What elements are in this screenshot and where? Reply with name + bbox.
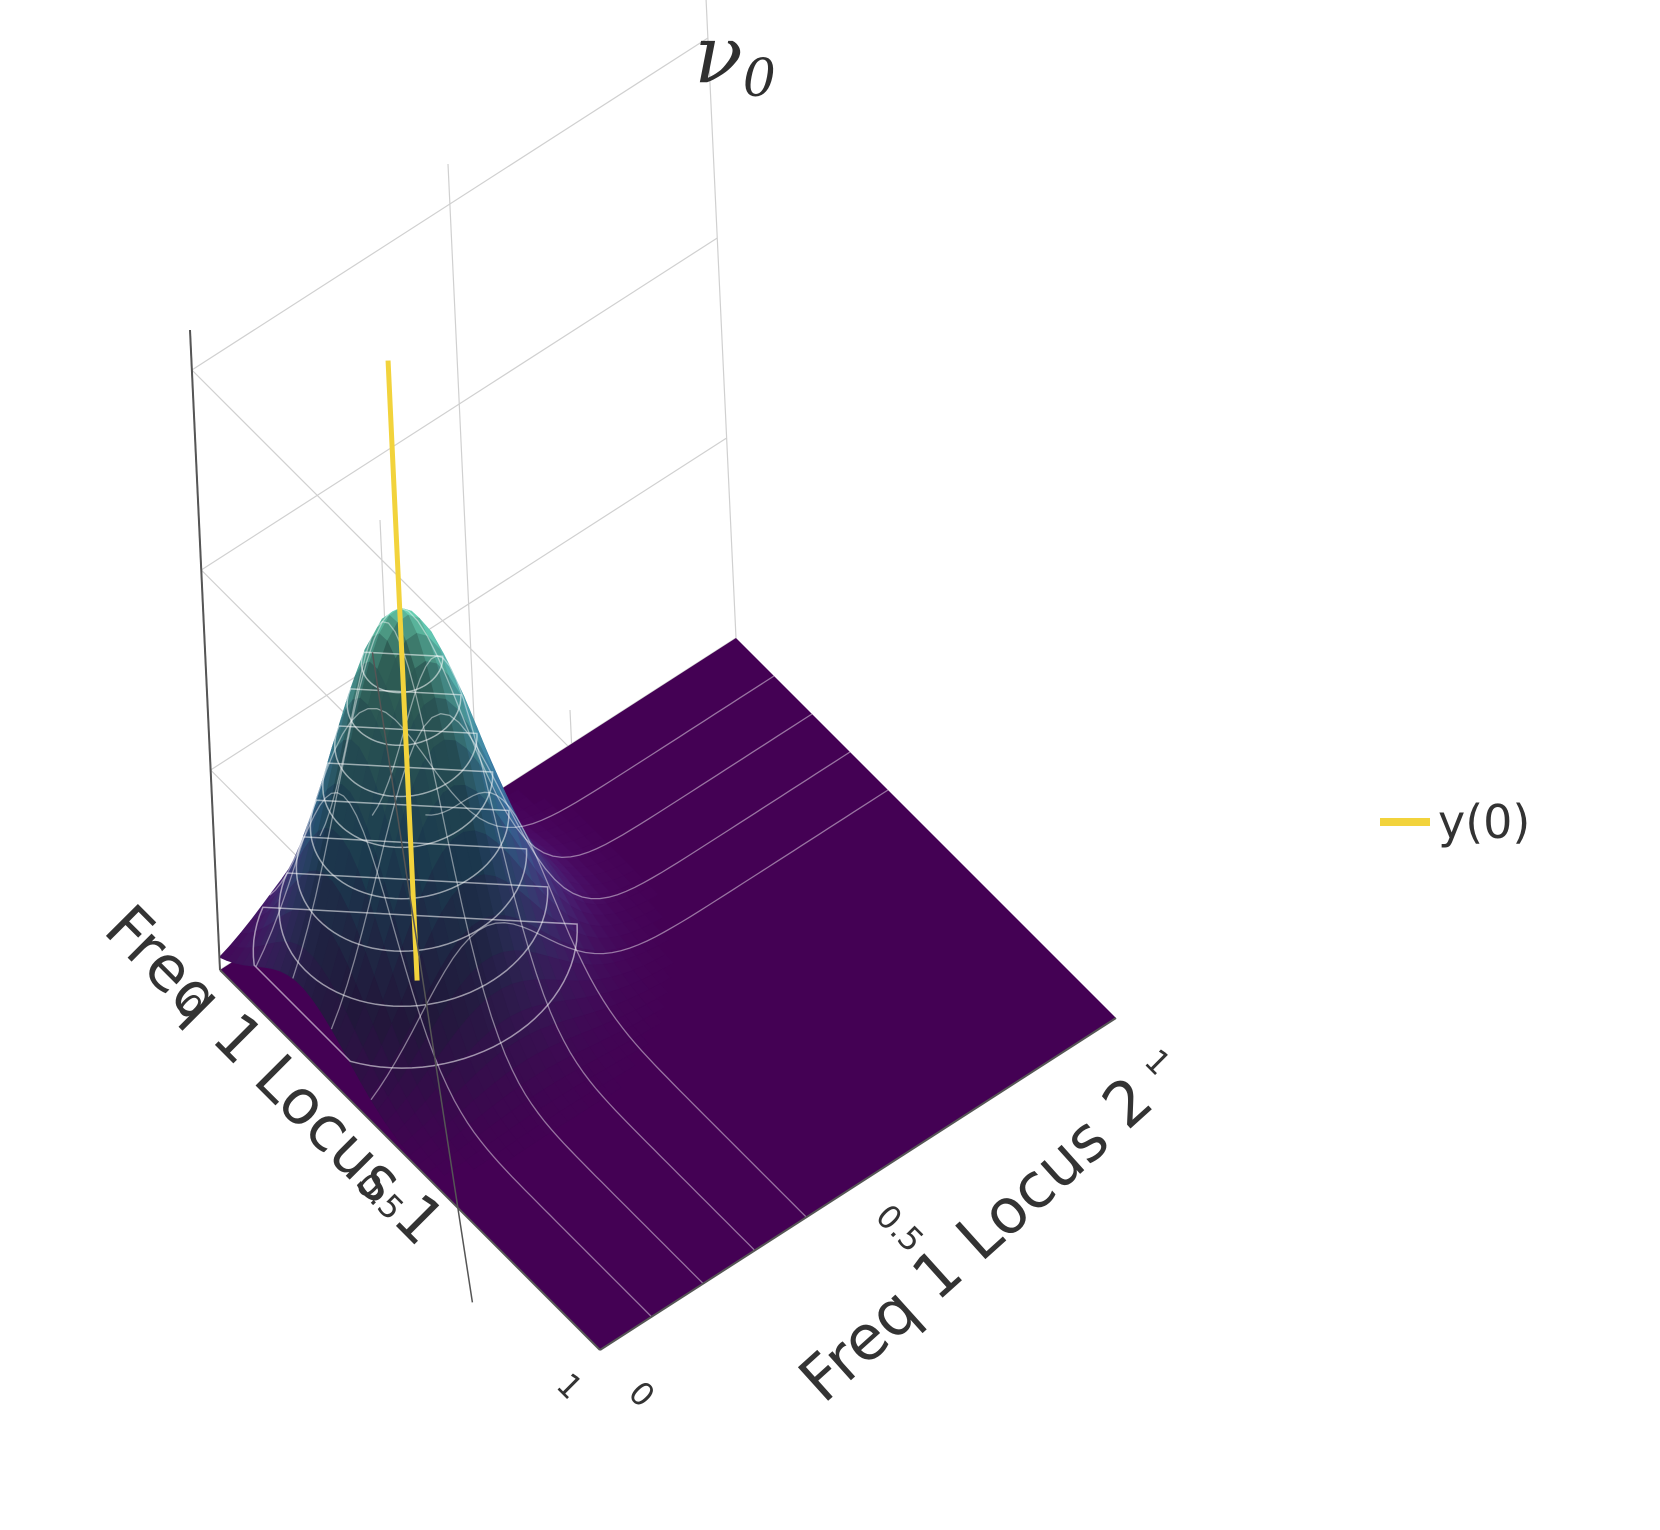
x-axis-line xyxy=(219,969,601,1351)
grid-line xyxy=(191,37,709,371)
grid-line xyxy=(447,163,479,805)
legend[interactable]: y(0) xyxy=(1380,795,1530,849)
surface-gridline xyxy=(255,675,775,967)
surface-contour xyxy=(252,906,578,1069)
surface-gridline xyxy=(269,792,653,1318)
z-axis-line xyxy=(189,329,221,971)
surface-patch xyxy=(465,1152,486,1170)
surface-contour xyxy=(278,872,549,1008)
y-tick-label: 1 xyxy=(1137,1042,1178,1083)
y-tick-label: 0 xyxy=(621,1374,662,1415)
surface-gridline xyxy=(370,789,889,1101)
z-axis-left xyxy=(371,652,474,1303)
grid-line xyxy=(191,369,573,751)
surface-gridline xyxy=(292,607,813,979)
series-line-y0 xyxy=(385,360,420,981)
surface-patch xyxy=(494,1147,515,1164)
chart-title: ν0 xyxy=(694,8,776,109)
legend-label-y0: y(0) xyxy=(1438,795,1530,849)
x-tick-label: 1 xyxy=(549,1366,590,1407)
y-axis-line xyxy=(599,1017,1117,1351)
surface-gridline xyxy=(425,791,807,1218)
grid-line xyxy=(200,237,718,571)
axes xyxy=(189,329,1117,1351)
grid-line xyxy=(210,437,727,771)
surface-plot xyxy=(218,360,1116,1350)
surface-gridline xyxy=(319,620,704,1285)
grid-line xyxy=(705,0,737,639)
surface-patch xyxy=(417,1156,437,1175)
surface-gridline xyxy=(371,655,756,1251)
